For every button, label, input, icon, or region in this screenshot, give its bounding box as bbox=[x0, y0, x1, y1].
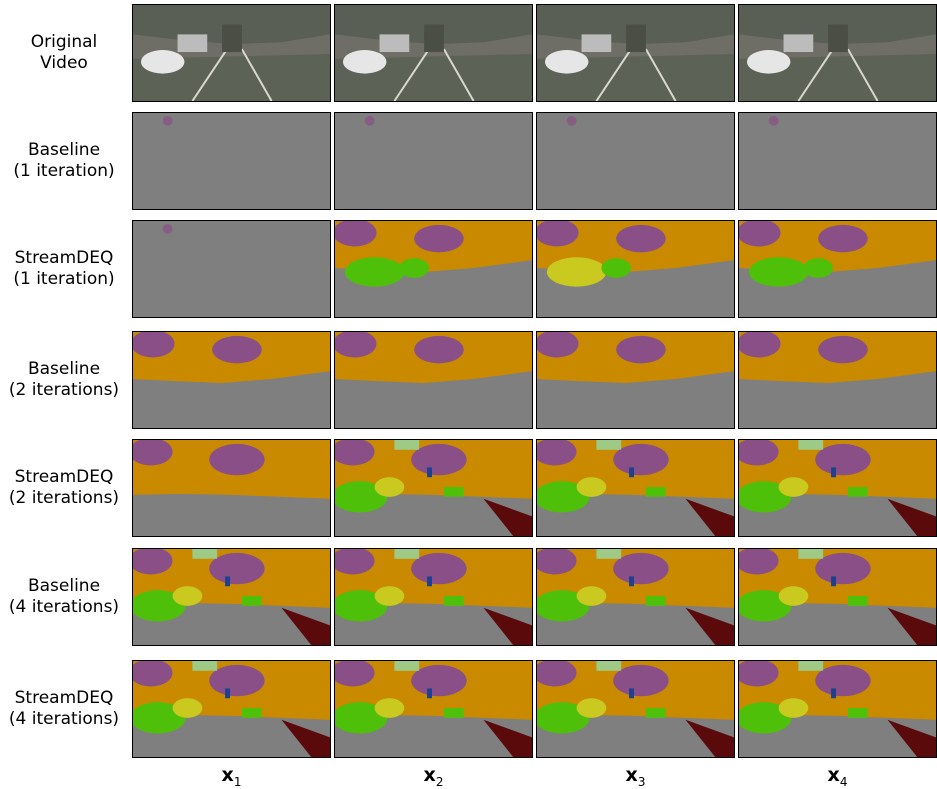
row-label-line1: Original bbox=[30, 32, 98, 52]
row-label-line1: Baseline bbox=[27, 140, 101, 160]
column-label-base: x bbox=[625, 764, 638, 786]
segmentation-map bbox=[132, 112, 331, 210]
segmentation-map bbox=[738, 548, 937, 646]
row-label-line2: Video bbox=[40, 53, 88, 73]
row-label-line2: (4 iterations) bbox=[8, 597, 120, 617]
video-frame bbox=[334, 4, 533, 102]
segmentation-map bbox=[334, 439, 533, 537]
column-label-base: x bbox=[827, 764, 840, 786]
segmentation-map bbox=[334, 548, 533, 646]
row-label: Baseline (1 iteration) bbox=[0, 140, 128, 182]
segmentation-map bbox=[536, 548, 735, 646]
video-frame bbox=[738, 4, 937, 102]
row-label-line2: (2 iterations) bbox=[8, 488, 120, 508]
column-label-subscript: 1 bbox=[233, 774, 242, 789]
row-label: Baseline (4 iterations) bbox=[0, 576, 128, 618]
segmentation-map bbox=[132, 439, 331, 537]
row-label: StreamDEQ (1 iteration) bbox=[0, 248, 128, 290]
row-label: Baseline (2 iterations) bbox=[0, 359, 128, 401]
segmentation-map bbox=[132, 548, 331, 646]
row-label-line1: StreamDEQ bbox=[14, 688, 114, 708]
segmentation-map bbox=[536, 112, 735, 210]
row-label-line2: (1 iteration) bbox=[13, 269, 115, 289]
segmentation-map bbox=[334, 112, 533, 210]
segmentation-map bbox=[738, 660, 937, 758]
segmentation-map bbox=[132, 331, 331, 429]
column-label-base: x bbox=[221, 764, 234, 786]
row-label: Original Video bbox=[0, 32, 128, 74]
row-label: StreamDEQ (4 iterations) bbox=[0, 688, 128, 730]
video-frame bbox=[132, 4, 331, 102]
segmentation-map bbox=[334, 660, 533, 758]
column-label-subscript: 3 bbox=[637, 774, 646, 789]
row-label-line2: (1 iteration) bbox=[13, 161, 115, 181]
segmentation-map bbox=[536, 439, 735, 537]
segmentation-map bbox=[334, 220, 533, 318]
segmentation-map bbox=[536, 331, 735, 429]
segmentation-map bbox=[132, 660, 331, 758]
row-label: StreamDEQ (2 iterations) bbox=[0, 467, 128, 509]
column-label-subscript: 2 bbox=[435, 774, 444, 789]
row-label-line1: Baseline bbox=[27, 359, 101, 379]
column-label: x3 bbox=[536, 764, 735, 789]
segmentation-map bbox=[738, 220, 937, 318]
video-frame bbox=[536, 4, 735, 102]
row-label-line1: StreamDEQ bbox=[14, 248, 114, 268]
column-label: x2 bbox=[334, 764, 533, 789]
segmentation-map bbox=[536, 660, 735, 758]
column-label: x1 bbox=[132, 764, 331, 789]
segmentation-map bbox=[334, 331, 533, 429]
row-label-line2: (2 iterations) bbox=[8, 380, 120, 400]
segmentation-map bbox=[536, 220, 735, 318]
column-label-subscript: 4 bbox=[839, 774, 848, 789]
segmentation-map bbox=[738, 112, 937, 210]
row-label-line1: StreamDEQ bbox=[14, 467, 114, 487]
segmentation-map bbox=[738, 439, 937, 537]
row-label-line1: Baseline bbox=[27, 576, 101, 596]
segmentation-map bbox=[132, 220, 331, 318]
column-label: x4 bbox=[738, 764, 937, 789]
column-label-base: x bbox=[423, 764, 436, 786]
row-label-line2: (4 iterations) bbox=[8, 709, 120, 729]
segmentation-map bbox=[738, 331, 937, 429]
